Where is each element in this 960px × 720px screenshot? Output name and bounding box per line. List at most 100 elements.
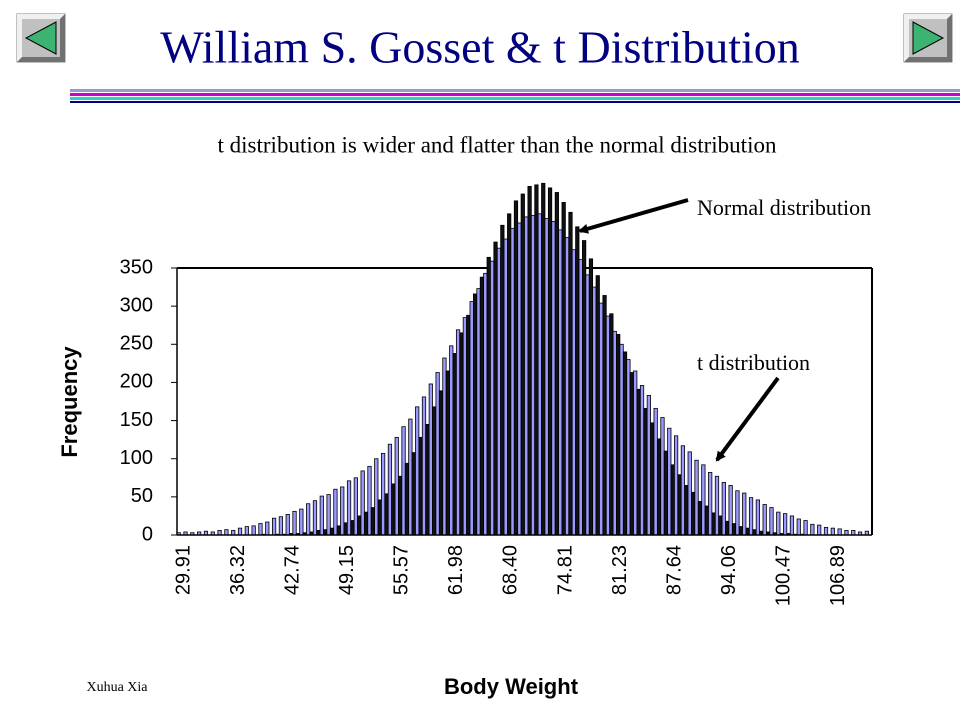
bar [343,522,348,536]
x-axis-title: Body Weight [444,674,579,699]
bar [660,417,665,536]
bar [312,500,318,536]
bar [663,450,668,536]
bar [711,512,716,536]
bar [680,445,686,536]
prev-button[interactable] [16,13,66,63]
bar [704,505,709,536]
bar [278,516,284,536]
bar [619,343,624,536]
bar [387,443,393,536]
bar [507,213,512,536]
bar [817,524,822,536]
bar [697,501,703,536]
bar [578,259,583,536]
chart-subtitle: t distribution is wider and flatter than… [218,132,777,157]
y-tick-label: 250 [120,333,153,355]
bar [728,485,733,536]
x-tick-label: 74.81 [554,545,576,595]
bar [503,238,508,536]
bar [394,436,399,536]
bar [265,521,270,536]
footer: Xuhua Xia [86,680,148,695]
bar [350,520,355,536]
bar [326,494,331,536]
y-tick-label: 350 [120,256,153,278]
bar [513,200,519,536]
bar [810,523,815,536]
x-tick-label: 94.06 [718,545,740,595]
bar [667,427,672,536]
bar [469,301,474,536]
y-tick-label: 150 [120,409,153,431]
bar [646,394,651,536]
x-tick-label: 68.40 [500,545,522,595]
bar [374,458,379,536]
bar [258,523,263,536]
bar [769,507,774,536]
bar [752,529,757,536]
bar [592,286,597,536]
bar [251,525,256,536]
bar [404,462,410,536]
bar [500,224,505,536]
bar [527,185,532,536]
y-axis-title: Frequency [57,346,82,458]
bar [428,383,433,536]
annotation-arrow [715,376,780,462]
annotation: t distribution [697,350,810,375]
bar [455,329,461,536]
bar [837,528,842,536]
bar [725,520,730,536]
next-button[interactable] [903,13,953,63]
bar [367,465,372,536]
bar [517,222,522,536]
y-tick-label: 0 [142,523,153,545]
bar [472,293,478,536]
bar [415,406,420,536]
bar [670,464,675,536]
x-tick-label: 36.32 [227,545,249,595]
bar [486,256,491,536]
bar [391,483,396,536]
bar [568,211,573,536]
bar [346,480,352,536]
bar [445,370,450,536]
bar [582,240,587,536]
bar [595,275,600,536]
y-tick-label: 300 [120,294,153,316]
bar [363,511,369,536]
bar [466,314,471,536]
bar [684,485,689,536]
annotation-arrow [578,198,689,234]
bar [285,514,290,536]
bar [742,492,747,536]
bar [612,330,617,536]
bar [656,438,662,536]
bar [476,288,481,536]
bar [636,388,641,536]
bar [738,526,743,536]
bar [377,499,382,536]
histogram: 0 50 100 150 200 250 300 350 29.91 36.32 42.74 49.1… [120,182,873,606]
bar [438,390,444,536]
bar [599,302,604,536]
bar [353,477,358,536]
bar [408,418,413,536]
bar [796,518,801,536]
bar [483,272,488,536]
bar [418,436,423,536]
bar [823,526,829,536]
bar [449,345,454,536]
slide-title: William S. Gosset & t Distribution [160,22,800,73]
bar [537,213,542,536]
bar [244,526,249,536]
bar [718,515,723,536]
bar [299,508,304,536]
bar [708,472,713,536]
bar [735,490,740,536]
bar [462,317,467,536]
bar [381,452,386,536]
bar [547,187,553,536]
bar [650,422,655,536]
